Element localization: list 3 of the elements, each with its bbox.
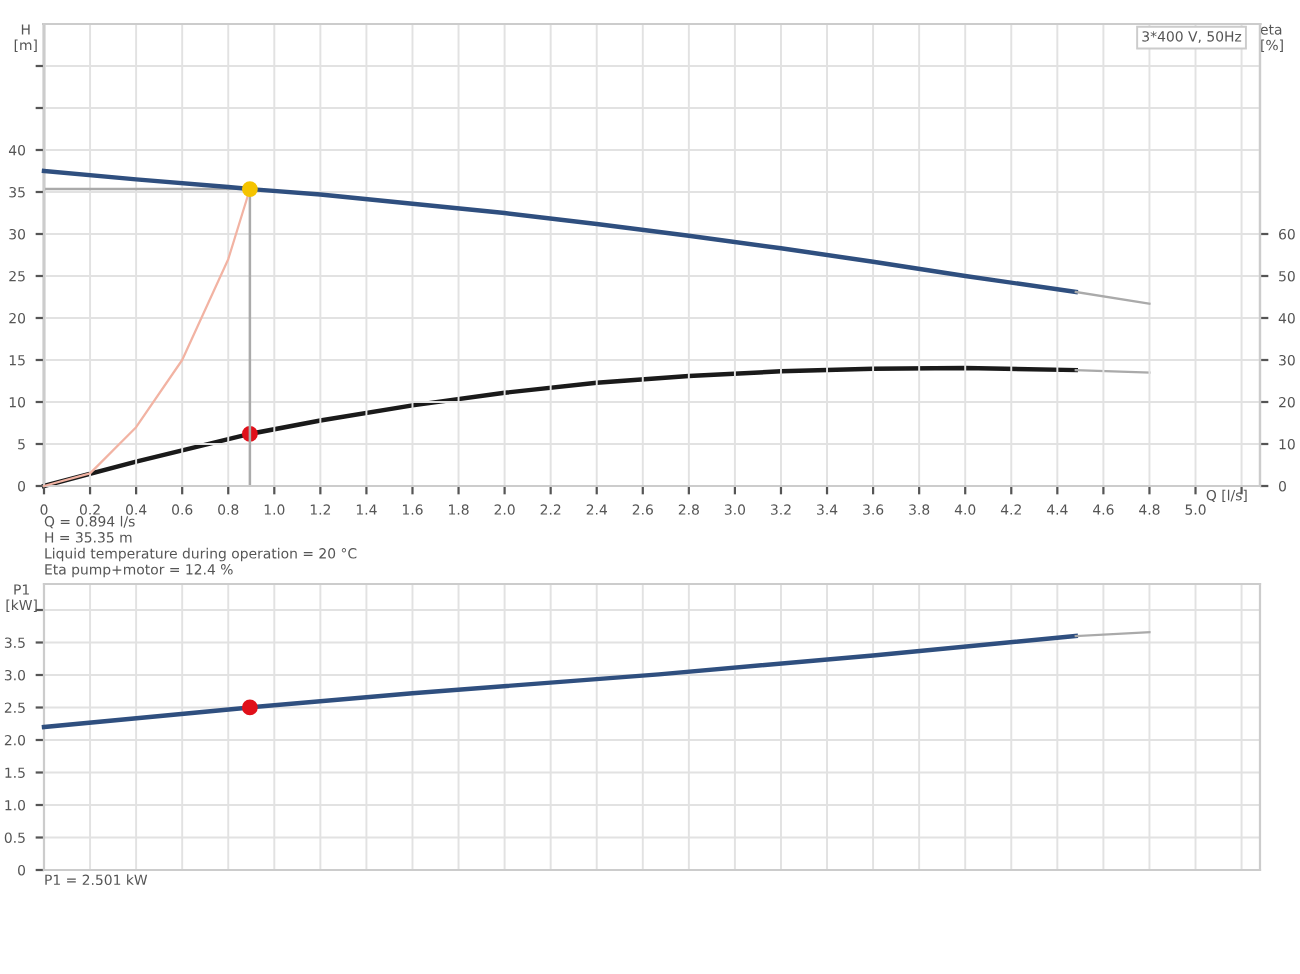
line-series xyxy=(41,633,1078,730)
line-series xyxy=(41,365,1078,489)
line-series xyxy=(41,168,1078,295)
